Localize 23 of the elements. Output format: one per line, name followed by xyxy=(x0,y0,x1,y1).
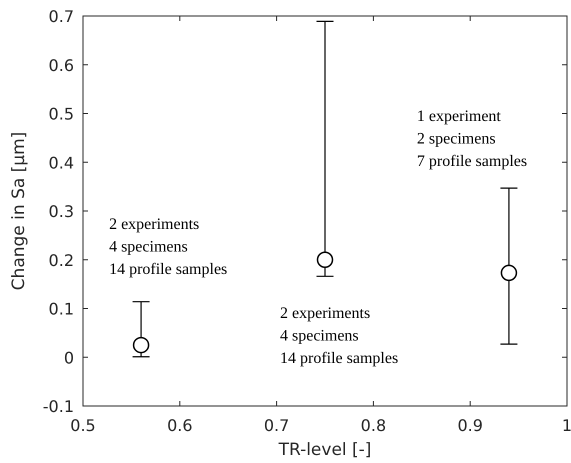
y-tick-label: -0.1 xyxy=(42,397,74,416)
x-tick-label: 0.8 xyxy=(360,416,386,435)
point xyxy=(316,252,334,268)
y-tick-label: 0.5 xyxy=(48,104,74,124)
y-tick-label: 0 xyxy=(64,348,74,368)
x-tick-label: 0.5 xyxy=(70,416,96,435)
point xyxy=(132,336,150,354)
y-tick-label: 0.4 xyxy=(48,153,74,172)
y-tick-label: 0.2 xyxy=(48,250,74,270)
annotation: 1 experiment 2 specimens 7 profile samples xyxy=(416,108,528,170)
x-axis-title: TR-level [-] xyxy=(278,440,372,460)
x-tick-label: 1 xyxy=(562,416,571,435)
point xyxy=(500,264,518,282)
annotation: 2 experiments 4 specimens 14 profile samples xyxy=(109,216,228,278)
x-tick-label: 0.9 xyxy=(457,416,483,435)
x-tick-label: 0.6 xyxy=(167,416,193,435)
y-tick-label: 0.6 xyxy=(48,56,74,75)
y-tick-label: 0.1 xyxy=(48,300,74,318)
y-axis-title: Change in Sa [µm] xyxy=(9,132,29,290)
y-tick-label: 0.3 xyxy=(48,202,74,221)
annotation: 2 experiments 4 specimens 14 profile samples xyxy=(280,304,398,367)
y-tick-label: 0.7 xyxy=(48,7,74,26)
x-tick-label: 0.7 xyxy=(264,416,290,435)
